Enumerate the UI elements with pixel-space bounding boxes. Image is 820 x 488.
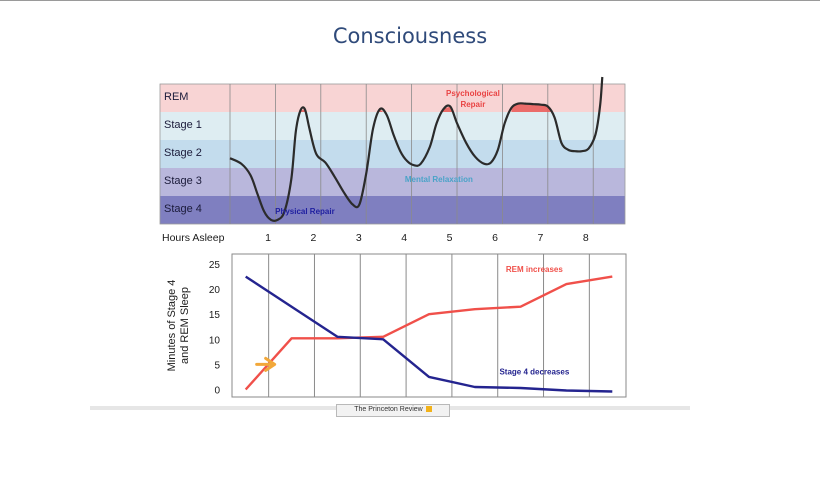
chart1-frame [159,83,626,225]
publisher-logo-text: The Princeton Review [354,406,423,413]
y-tick-label: 10 [209,335,221,346]
x-tick-label: 8 [583,232,589,244]
chart1-annotation: Mental Relaxation [405,175,473,184]
slide-title: Consciousness [332,24,488,48]
y-tick-label: 25 [209,260,221,271]
chart1-annotation: Physical Repair [275,207,335,216]
publisher-logo: The Princeton Review [336,404,450,417]
x-tick-label: 5 [447,232,453,244]
y-tick-label: 15 [209,310,221,321]
y-axis-title: and REM Sleep [179,287,191,364]
x-axis-label: Hours Asleep [162,232,225,244]
stage4-minutes-line [245,275,613,393]
chart1-annotation: Repair [460,100,485,109]
x-tick-label: 3 [356,232,362,244]
x-tick-label: 1 [265,232,271,244]
chart2-annotation: Stage 4 decreases [499,367,569,376]
y-axis-title: Minutes of Stage 4 [166,280,178,372]
top-border [0,0,820,1]
y-tick-label: 5 [214,360,220,371]
rem-minutes-line [244,275,613,391]
stage-label: Stage 3 [164,175,202,187]
publisher-logo-mark [425,406,432,413]
chart1-annotation: Psychological [446,89,500,98]
x-tick-label: 6 [492,232,498,244]
chart2-frame [231,253,627,398]
sleep-stage-curve [229,76,604,222]
x-tick-label: 4 [401,232,407,244]
x-tick-label: 2 [310,232,316,244]
stage-label: Stage 1 [164,119,202,131]
rem-peak-fill [295,109,310,112]
x-tick-label: 7 [537,232,543,244]
stage-label: REM [164,91,188,103]
y-tick-label: 20 [209,285,221,296]
y-tick-label: 0 [214,385,220,396]
stage-label: Stage 2 [164,147,202,159]
stage-label: Stage 4 [164,203,202,215]
chart2-annotation: REM increases [506,265,563,274]
highlight-arrow-icon [255,356,277,372]
